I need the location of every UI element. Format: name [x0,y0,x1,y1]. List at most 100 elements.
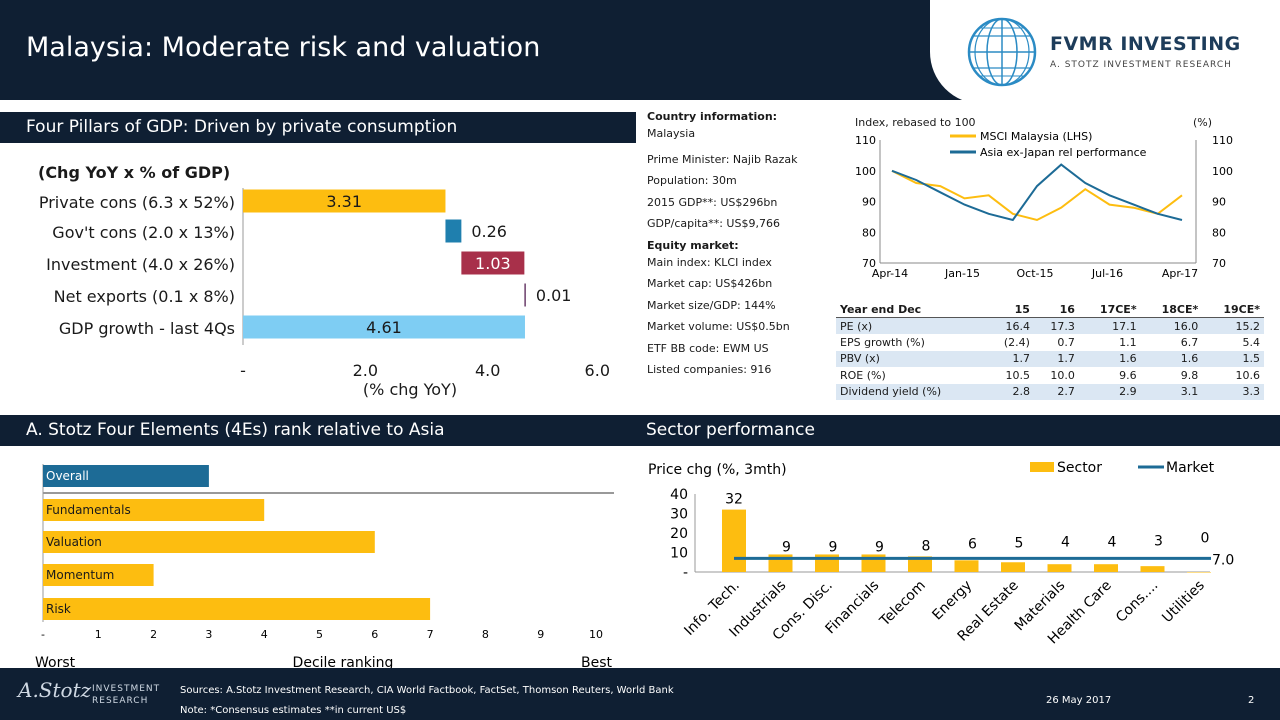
sector-y-tick-label: 40 [670,487,688,503]
valuation-header-cell: 18CE* [1140,301,1203,318]
brand-subtitle: A. STOTZ INVESTMENT RESEARCH [1050,60,1232,70]
index-left-tick-label: 110 [855,134,876,147]
sector-bar [1140,566,1165,572]
four-e-bar [43,465,209,487]
valuation-cell: 17.3 [1050,319,1075,333]
gdp-data-label: 0.26 [471,222,507,241]
gdp-data-label: 3.31 [326,192,362,211]
footer-logo-script: A.Stotz [18,678,92,702]
valuation-cell: 3.3 [1242,385,1261,399]
four-e-bar [43,531,375,553]
valuation-cell: (2.4) [1003,335,1030,349]
four-e-category-label: Valuation [46,535,102,549]
valuation-cell: PBV (x) [840,352,880,366]
sector-data-label: 0 [1201,530,1210,546]
four-e-category-label: Overall [46,469,89,483]
equity-market-line: Main index: KLCI index [647,255,772,269]
sector-data-label: 4 [1061,534,1070,550]
sector-bar-chart: Price chg (%, 3mth) Sector Market40302010-… [648,460,1234,647]
four-e-tick-label: 7 [427,628,434,641]
sector-data-label: 9 [782,539,791,555]
valuation-cell: 10.0 [1050,368,1075,382]
sector-bar [1047,564,1072,572]
four-e-tick-label: 9 [537,628,544,641]
gdp-section-title: Four Pillars of GDP: Driven by private c… [26,117,458,137]
valuation-cell: ROE (%) [840,368,886,382]
gdp-bar [445,219,462,243]
valuation-cell: 5.4 [1242,335,1261,349]
four-e-bar-chart: Overall Fundamentals Valuation Momentum Risk… [35,464,614,668]
sector-data-label: 3 [1154,533,1163,549]
gdp-bar [243,315,525,339]
four-e-bar [43,499,265,521]
index-left-tick-label: 90 [862,196,876,209]
index-right-tick-label: 100 [1212,165,1233,178]
index-series-line [891,163,1183,222]
valuation-cell: 1.7 [1057,352,1075,366]
sector-data-label: 5 [1015,535,1024,551]
valuation-table: Year end Dec 15 16 17CE* 18CE* 19CE* PE (x) 16… [836,301,1264,400]
gdp-bar [461,251,525,275]
four-e-x-axis-label: Decile ranking [293,655,394,668]
valuation-cell: 16.0 [1173,319,1199,333]
four-e-tick-label: 6 [371,628,378,641]
valuation-cell: 9.6 [1119,368,1137,382]
sector-y-tick-label: 20 [670,526,688,542]
sector-section-bar: Sector performance [636,415,1280,446]
sector-data-label: 9 [875,539,884,555]
gdp-category-label: Investment (4.0 x 26%) [46,255,235,274]
footer-sources: Sources: A.Stotz Investment Research, CI… [180,685,674,696]
valuation-table-row: PBV (x) 1.7 1.7 1.6 1.6 1.5 [836,350,1264,367]
index-legend-label: Asia ex-Japan rel performance [980,146,1147,159]
equity-market-line: Market size/GDP: 144% [647,298,776,312]
four-e-tick-label: - [41,628,45,641]
sector-legend-swatch [1030,462,1054,472]
valuation-cell: 3.1 [1180,385,1199,399]
valuation-cell: PE (x) [840,319,873,333]
index-right-tick-label: 70 [1212,257,1226,270]
valuation-table-header: Year end Dec 15 16 17CE* 18CE* 19CE* [836,301,1264,318]
footer-date: 26 May 2017 [1046,695,1112,706]
gdp-category-label: Net exports (0.1 x 8%) [54,287,235,306]
index-legend-label: MSCI Malaysia (LHS) [980,130,1092,143]
footer-logo-sub2: RESEARCH [92,696,149,706]
sector-data-label: 6 [968,536,977,552]
gdp-tick-label: 4.0 [475,361,500,380]
sector-bar [1094,564,1118,572]
sector-y-tick-label: 30 [670,507,688,523]
index-left-title: Index, rebased to 100 [855,116,976,129]
index-series-line [891,169,1183,222]
valuation-table-row: PE (x) 16.4 17.3 17.1 16.0 15.2 [836,317,1264,334]
gdp-x-axis-label: (% chg YoY) [363,380,457,399]
sector-bar [908,556,932,572]
index-right-tick-label: 90 [1212,196,1226,209]
country-info-panel: Country information: Malaysia Prime Minist… [647,108,837,383]
gdp-subtitle: (Chg YoY x % of GDP) [38,163,231,182]
four-e-tick-label: 5 [316,628,323,641]
equity-market-line: Listed companies: 916 [647,363,772,376]
country-info-line: Malaysia [647,127,696,140]
valuation-cell: EPS growth (%) [840,335,925,349]
gdp-tick-label: 2.0 [353,361,378,380]
valuation-cell: 2.8 [1012,385,1030,399]
gdp-section-bar: Four Pillars of GDP: Driven by private c… [0,112,636,143]
valuation-table-row: EPS growth (%) (2.4) 0.7 1.1 6.7 5.4 [836,334,1264,351]
country-info-heading: Country information: [647,110,778,123]
valuation-cell: 0.7 [1057,335,1075,349]
equity-market-heading: Equity market: [647,238,739,252]
equity-market-line: ETF BB code: EWM US [647,341,769,355]
sector-legend-label: Sector [1057,460,1102,476]
four-e-tick-label: 4 [261,628,268,641]
four-e-bar [43,564,154,586]
country-info-line: GDP/capita**: US$9,766 [647,217,780,230]
valuation-cell: 1.6 [1119,352,1137,366]
four-e-bar [43,598,431,620]
country-info-line: 2015 GDP**: US$296bn [647,195,778,209]
four-e-section-bar: A. Stotz Four Elements (4Es) rank relati… [0,415,636,446]
valuation-cell: 16.4 [1005,319,1030,333]
footer-logo-sub1: INVESTMENT [92,684,161,694]
valuation-header-cell: 16 [1033,301,1079,318]
market-line-label: 7.0 [1212,552,1234,568]
country-info-line: Prime Minister: Najib Razak [647,152,798,166]
